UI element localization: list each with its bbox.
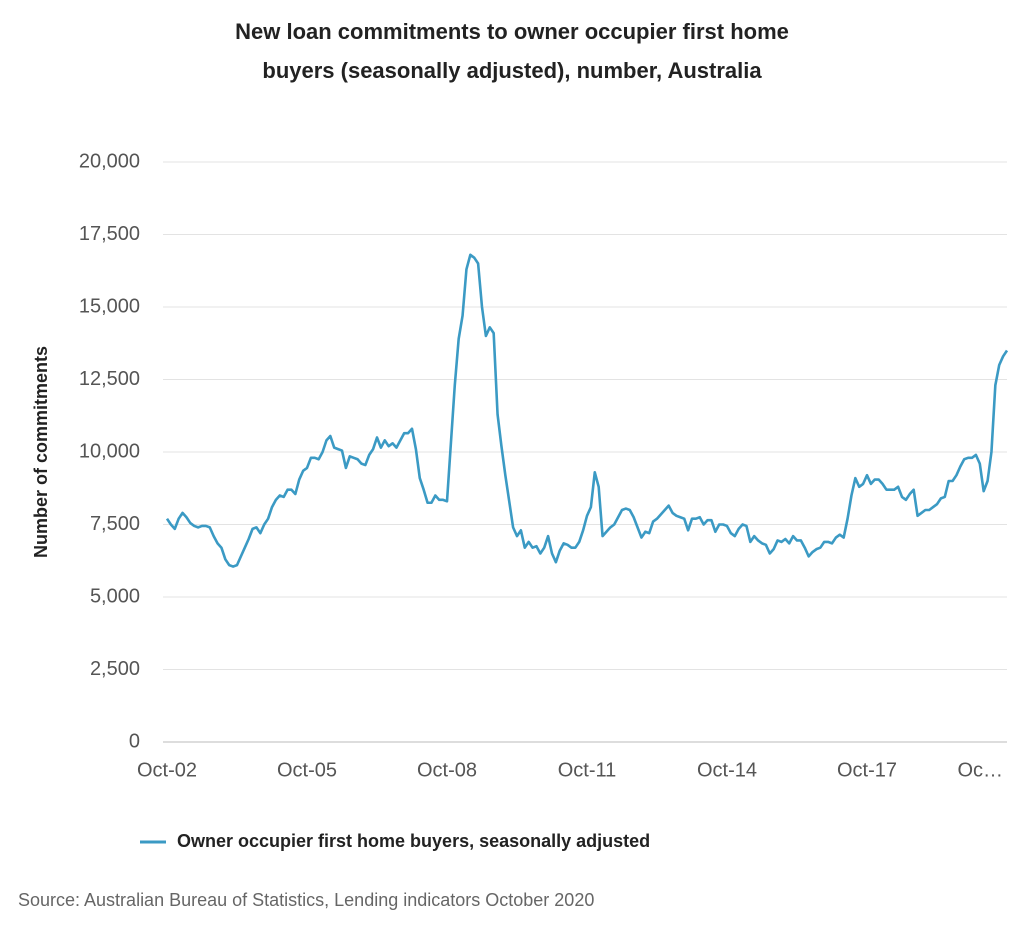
y-tick-label: 15,000 <box>79 295 140 317</box>
y-tick-label: 17,500 <box>79 223 140 245</box>
x-tick-label: Oct-02 <box>137 759 197 781</box>
y-tick-label: 2,500 <box>90 658 140 680</box>
source-note: Source: Australian Bureau of Statistics,… <box>18 890 594 910</box>
data-line <box>165 253 1009 568</box>
y-tick-label: 0 <box>129 730 140 752</box>
y-tick-label: 12,500 <box>79 368 140 390</box>
y-tick-label: 7,500 <box>90 513 140 535</box>
chart-title: New loan commitments to owner occupier f… <box>235 19 789 83</box>
x-tick-label: Oct-17 <box>837 759 897 781</box>
y-tick-label: 20,000 <box>79 150 140 172</box>
x-tick-label: Oct-14 <box>697 759 757 781</box>
y-axis-label: Number of commitments <box>31 346 51 558</box>
y-tick-label: 5,000 <box>90 585 140 607</box>
x-tick-label: Oct-05 <box>277 759 337 781</box>
x-tick-label: Oc… <box>957 759 1003 781</box>
legend-label: Owner occupier first home buyers, season… <box>177 831 650 851</box>
y-tick-label: 10,000 <box>79 440 140 462</box>
x-tick-label: Oct-11 <box>558 759 617 781</box>
x-tick-label: Oct-08 <box>417 759 477 781</box>
